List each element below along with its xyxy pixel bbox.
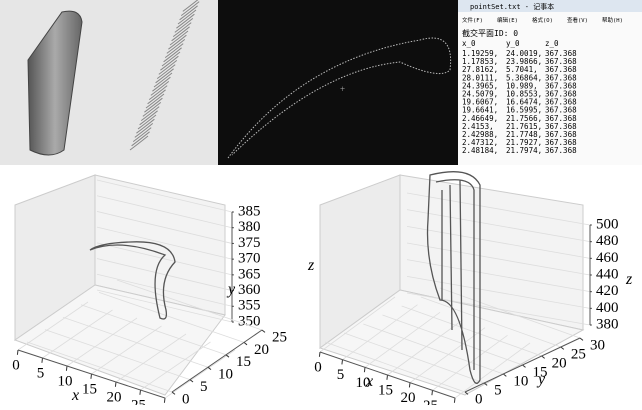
cell: 21.7974, <box>506 146 542 155</box>
tick-label: 15 <box>378 382 393 398</box>
tick-mark <box>432 390 433 395</box>
tick-label: 375 <box>238 235 261 251</box>
menu-item: 文件(F) <box>462 16 483 24</box>
tick-label: 355 <box>238 298 261 314</box>
tick-mark <box>342 360 343 365</box>
tick-mark <box>244 342 247 344</box>
cell: 367.368 <box>545 146 577 155</box>
tick-mark <box>140 390 141 395</box>
tick-mark <box>115 382 116 387</box>
tick-mark <box>91 374 92 379</box>
tick-label: 0 <box>182 391 190 405</box>
tick-label: 20 <box>401 390 416 405</box>
tick-label: 370 <box>238 251 261 267</box>
tick-mark <box>42 358 43 363</box>
tick-label: 420 <box>596 283 619 299</box>
x-label: x <box>71 387 79 404</box>
tick-mark <box>523 365 526 367</box>
tick-label: 480 <box>596 233 619 249</box>
z-label: z <box>307 257 315 274</box>
menu-item: 格式(O) <box>532 16 553 24</box>
tick-mark <box>542 356 545 358</box>
column-header: z_0 <box>545 39 559 48</box>
tick-label: 10 <box>58 373 73 389</box>
cursor: + <box>340 84 345 94</box>
tick-label: 385 <box>238 203 261 219</box>
menu-item: 帮助(H) <box>602 16 623 24</box>
tick-mark <box>503 374 506 376</box>
tick-label: 20 <box>552 355 567 371</box>
tick-mark <box>580 338 583 340</box>
tick-label: 350 <box>238 313 261 329</box>
tick-label: 25 <box>423 398 438 405</box>
tick-label: 380 <box>596 316 619 332</box>
tick-label: 360 <box>238 282 261 298</box>
tick-label: 20 <box>254 342 269 358</box>
tick-label: 0 <box>475 391 483 405</box>
tick-mark <box>387 375 388 380</box>
tick-mark <box>409 383 410 388</box>
tick-label: 5 <box>200 379 208 395</box>
page: + pointSet.txt - 记事本 文件(F) 编辑(E) 格式(O) 查看(V… <box>0 0 642 405</box>
tick-label: 15 <box>82 381 97 397</box>
tick-mark <box>262 330 265 332</box>
tick-mark <box>164 398 165 403</box>
tick-label: 400 <box>596 300 619 316</box>
tick-label: 5 <box>494 382 502 398</box>
tick-label: 25 <box>272 329 287 345</box>
window-title: pointSet.txt - 记事本 <box>470 2 554 11</box>
tick-mark <box>319 352 320 357</box>
tick-label: 20 <box>107 389 122 405</box>
x-label: x <box>365 373 373 390</box>
z-label: z <box>625 271 633 288</box>
tick-label: 25 <box>571 346 586 362</box>
tick-label: 440 <box>596 266 619 282</box>
tick-label: 15 <box>236 354 251 370</box>
tick-mark <box>364 367 365 372</box>
figure: + pointSet.txt - 记事本 文件(F) 编辑(E) 格式(O) 查看(V… <box>0 0 642 405</box>
tick-label: 5 <box>37 365 45 381</box>
tick-label: 10 <box>218 367 233 383</box>
tick-label: 10 <box>513 373 528 389</box>
tick-label: 500 <box>596 216 619 232</box>
point-view <box>218 0 458 165</box>
tick-mark <box>17 350 18 355</box>
tick-label: 30 <box>590 337 605 353</box>
cell: 2.48184, <box>462 146 498 155</box>
tick-label: 460 <box>596 250 619 266</box>
tick-label: 0 <box>314 359 322 375</box>
menu-item: 查看(V) <box>567 16 588 24</box>
column-header: y_0 <box>506 39 520 48</box>
tick-mark <box>66 366 67 371</box>
tick-mark <box>454 398 455 403</box>
left-plot: 3503553603653703753803850510152025300510… <box>12 175 287 405</box>
y-label: y <box>226 281 236 298</box>
tick-mark <box>561 347 564 349</box>
tick-label: 0 <box>12 357 20 373</box>
tick-label: 5 <box>337 367 345 383</box>
section-label: 截交平面ID: 0 <box>462 28 518 38</box>
right-plot: 3804004204404604805000510152025300510152… <box>307 172 633 405</box>
y-label: y <box>536 371 546 388</box>
menu-item: 编辑(E) <box>497 16 518 24</box>
column-header: x_0 <box>462 39 476 48</box>
tick-label: 380 <box>238 219 261 235</box>
tick-label: 25 <box>131 397 146 405</box>
tick-label: 365 <box>238 266 261 282</box>
